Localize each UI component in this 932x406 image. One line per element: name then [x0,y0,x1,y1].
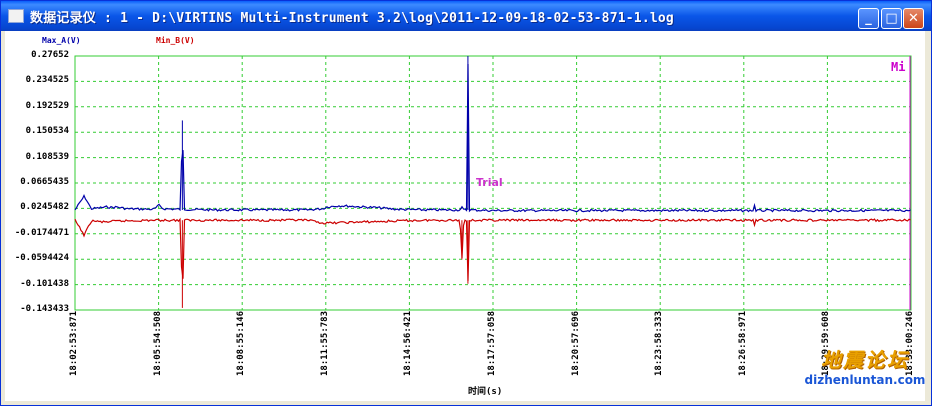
trial-label: Trial [476,176,503,189]
app-icon[interactable] [8,9,24,23]
series-trace-min-b [74,217,911,281]
y-tick-label: -0.0174471 [14,227,69,238]
marker-mi-label: Mi [891,60,906,74]
x-tick-label: 18:20:57:696 [570,310,581,376]
x-tick-label: 18:17:57:058 [487,310,497,376]
maximize-button[interactable]: □ [881,8,902,29]
x-tick-label: 18:14:56:421 [403,310,414,376]
x-tick-label: 18:05:54:508 [152,310,163,376]
y-tick-label: 0.27652 [31,50,69,60]
series-trace-max-a [74,63,911,213]
y-tick-label: -0.0594424 [14,253,69,264]
series-group [74,56,911,308]
watermark-cn-text: 地震论坛 [821,348,909,372]
plot-grid [75,56,911,310]
x-tick-label: 18:11:55:783 [319,310,330,376]
y-tick-label: 0.0245482 [20,202,69,213]
watermark-url-text: dizhenluntan.com [804,373,926,387]
x-tick-label: 18:26:58:971 [737,310,748,376]
y-tick-label: 0.234525 [25,75,69,86]
legend-series-b[interactable]: Min_B(V) [156,36,195,45]
y-tick-label: 0.192529 [25,100,69,111]
y-tick-label: -0.101438 [20,278,69,289]
watermark: 地震论坛 dizhenluntan.com [800,344,930,387]
legend-series-a[interactable]: Max_A(V) [42,36,81,45]
y-tick-label: 0.108539 [25,151,69,162]
minimize-button[interactable]: _ [858,8,879,29]
x-tick-label: 18:08:55:146 [236,310,247,376]
title-bar[interactable]: 数据记录仪 : 1 - D:\VIRTINS Multi-Instrument … [1,1,931,31]
x-tick-label: 18:02:53:871 [69,310,79,376]
close-button[interactable]: ✕ [903,8,924,29]
x-tick-label: 18:23:58:333 [654,310,665,376]
y-tick-label: 0.0665435 [20,177,69,187]
y-tick-label: -0.143433 [20,304,69,314]
window-title: 数据记录仪 : 1 - D:\VIRTINS Multi-Instrument … [30,11,674,26]
x-axis-label: 时间(s) [468,387,503,397]
y-tick-label: 0.150534 [25,126,69,137]
